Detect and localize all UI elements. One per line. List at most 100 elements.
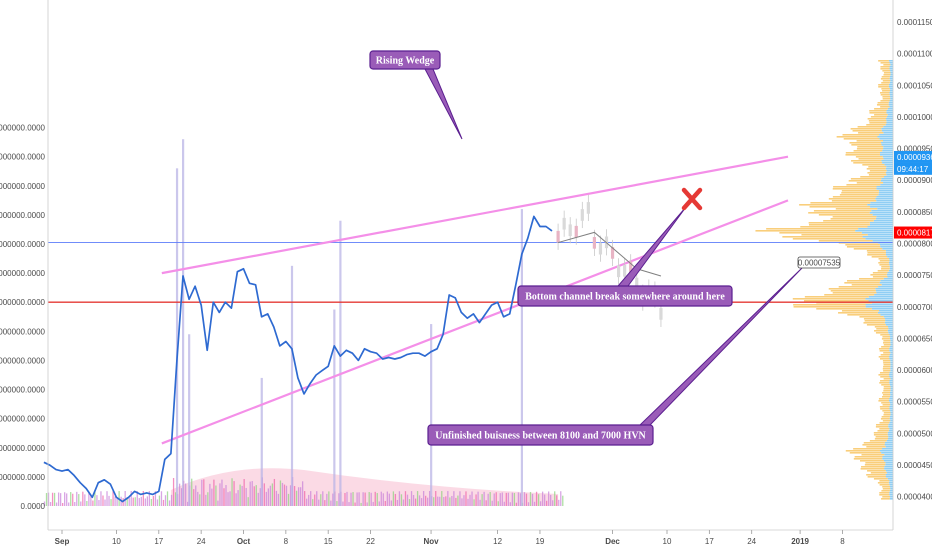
volume-bar xyxy=(420,498,423,506)
profile-bar-buy xyxy=(890,336,893,338)
profile-bar-sell xyxy=(872,272,888,274)
profile-bar-buy xyxy=(855,230,893,232)
volume-bar xyxy=(558,499,560,506)
x-axis-tick-label: 24 xyxy=(747,537,756,546)
volume-bar xyxy=(378,501,380,506)
profile-bar-buy xyxy=(871,210,893,212)
profile-bar-buy xyxy=(889,356,893,358)
profile-bar-buy xyxy=(886,166,893,168)
profile-bar-buy xyxy=(881,142,893,144)
profile-bar-sell xyxy=(845,154,880,156)
volume-bar xyxy=(483,491,485,506)
price-line xyxy=(43,215,553,503)
volume-bar xyxy=(332,493,334,506)
profile-bar-buy xyxy=(889,90,893,92)
profile-bar-sell xyxy=(808,222,870,224)
volume-bar xyxy=(253,486,255,506)
volume-bar xyxy=(231,478,233,506)
profile-bar-buy xyxy=(889,408,893,410)
volume-bar xyxy=(55,502,58,506)
right-axis-tick-label: 0.00005500 xyxy=(897,398,932,407)
volume-bar xyxy=(249,481,251,506)
left-axis-tick-label: 100000000.0000 xyxy=(0,356,46,365)
profile-bar-buy xyxy=(880,184,893,186)
volume-bar xyxy=(289,485,292,506)
volume-bar xyxy=(263,483,265,506)
profile-bar-sell xyxy=(832,292,877,294)
volume-bar xyxy=(47,492,50,506)
volume-bar xyxy=(382,493,384,506)
profile-bar-sell xyxy=(882,420,891,422)
volume-bar xyxy=(108,495,110,506)
profile-bar-buy xyxy=(889,266,893,268)
profile-bar-sell xyxy=(873,478,888,480)
profile-bar-sell xyxy=(877,102,889,104)
horizontal-lines xyxy=(48,242,893,303)
profile-bar-buy xyxy=(881,128,893,130)
profile-bar-buy xyxy=(890,496,893,498)
profile-bar-buy xyxy=(885,124,893,126)
profile-bar-sell xyxy=(813,210,872,212)
annotations: Rising Wedge Bottom channel break somewhe… xyxy=(369,50,841,446)
volume-bar xyxy=(197,491,199,506)
profile-bar-sell xyxy=(766,228,859,230)
profile-bar-sell xyxy=(881,266,890,268)
profile-bar-sell xyxy=(808,224,870,226)
volume-bar xyxy=(84,494,86,506)
profile-bar-buy xyxy=(889,68,893,70)
profile-bar-sell xyxy=(831,200,877,202)
candle-body xyxy=(592,237,596,249)
right-axis-tick-label: 0.00006500 xyxy=(897,334,932,343)
volume-bar xyxy=(247,497,249,506)
profile-bar-sell xyxy=(853,162,883,164)
volume-bar xyxy=(396,499,399,506)
profile-bar-sell xyxy=(882,394,891,396)
volume-bar xyxy=(43,501,46,506)
profile-bar-buy xyxy=(889,480,893,482)
profile-bar-buy xyxy=(885,446,893,448)
profile-bar-buy xyxy=(889,376,893,378)
profile-bar-sell xyxy=(879,480,890,482)
x-axis-tick-label: 12 xyxy=(493,537,502,546)
profile-bar-sell xyxy=(869,170,887,172)
volume-bar xyxy=(178,483,181,506)
x-axis-tick-label: 15 xyxy=(324,537,333,546)
profile-bar-buy xyxy=(889,372,893,374)
profile-bar-sell xyxy=(881,402,890,404)
profile-bar-buy xyxy=(889,384,893,386)
volume-bar xyxy=(275,490,278,506)
profile-bar-buy xyxy=(883,460,893,462)
volume-bar xyxy=(471,491,473,506)
profile-bar-buy xyxy=(889,268,893,270)
profile-bar-sell xyxy=(869,112,887,114)
profile-bar-sell xyxy=(804,296,869,298)
profile-bar-sell xyxy=(880,358,890,360)
profile-bar-sell xyxy=(845,244,880,246)
profile-bar-sell xyxy=(880,418,890,420)
hvn-price-tag xyxy=(797,256,841,269)
profile-bar-sell xyxy=(878,60,889,62)
volume-bar xyxy=(562,495,564,506)
profile-bar-sell xyxy=(841,192,879,194)
profile-bar-sell xyxy=(883,386,891,388)
volume-bar xyxy=(227,492,229,506)
profile-bar-buy xyxy=(883,182,893,184)
volume-bar-tall xyxy=(339,220,342,507)
profile-bar-buy xyxy=(875,288,893,290)
profile-bar-buy xyxy=(885,320,893,322)
volume-bar xyxy=(148,491,151,506)
volume-bar xyxy=(543,494,546,506)
profile-bar-sell xyxy=(881,498,890,500)
profile-bar-sell xyxy=(875,332,889,334)
volume-bar xyxy=(156,499,159,506)
profile-bar-sell xyxy=(874,326,888,328)
volume-bar xyxy=(463,495,465,506)
profile-bar-buy xyxy=(878,310,893,312)
profile-bar-buy xyxy=(890,342,893,344)
candle-body xyxy=(610,247,615,259)
profile-bar-sell xyxy=(883,340,891,342)
left-axis-tick-label: 160000000.0000 xyxy=(0,269,46,278)
profile-bar-sell xyxy=(792,298,866,300)
price-tag-label: 0.00009367 xyxy=(897,153,932,162)
